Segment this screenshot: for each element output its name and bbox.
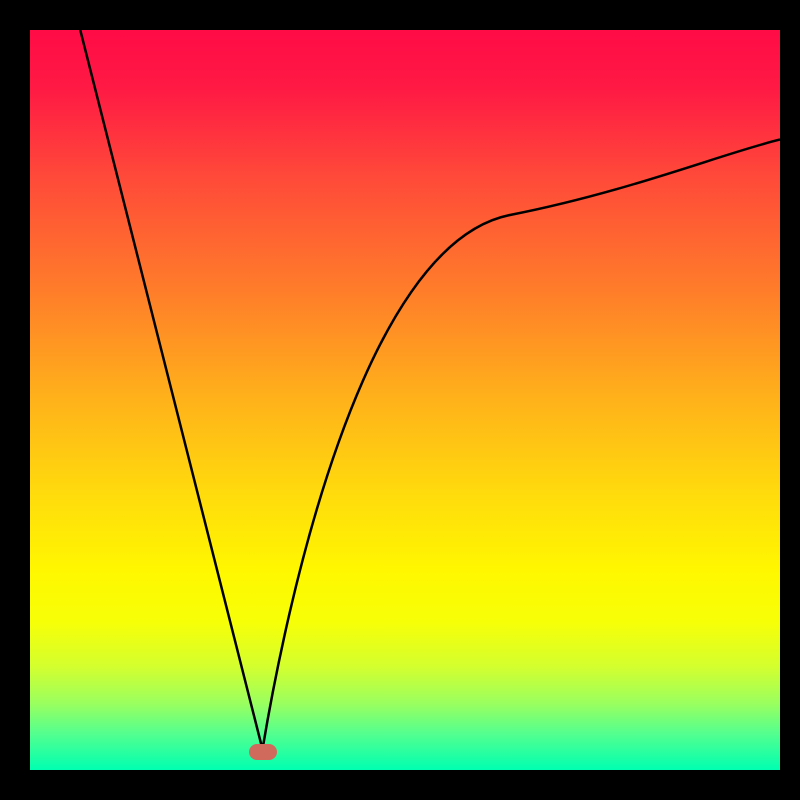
frame-border-left — [0, 0, 30, 800]
plot-area — [30, 30, 780, 770]
frame-border-top — [0, 0, 800, 30]
frame-border-bottom — [0, 770, 800, 800]
bottleneck-curve — [30, 30, 780, 770]
optimum-marker — [249, 744, 277, 760]
chart-frame: TheBottleneck.com — [0, 0, 800, 800]
frame-border-right — [780, 0, 800, 800]
